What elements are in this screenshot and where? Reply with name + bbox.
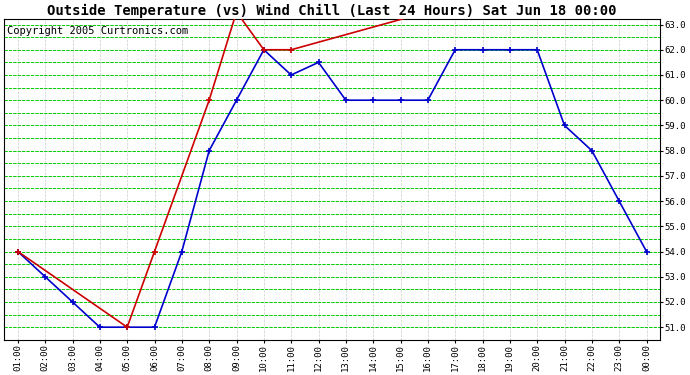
Title: Outside Temperature (vs) Wind Chill (Last 24 Hours) Sat Jun 18 00:00: Outside Temperature (vs) Wind Chill (Las… [48,4,617,18]
Text: Copyright 2005 Curtronics.com: Copyright 2005 Curtronics.com [8,26,188,36]
